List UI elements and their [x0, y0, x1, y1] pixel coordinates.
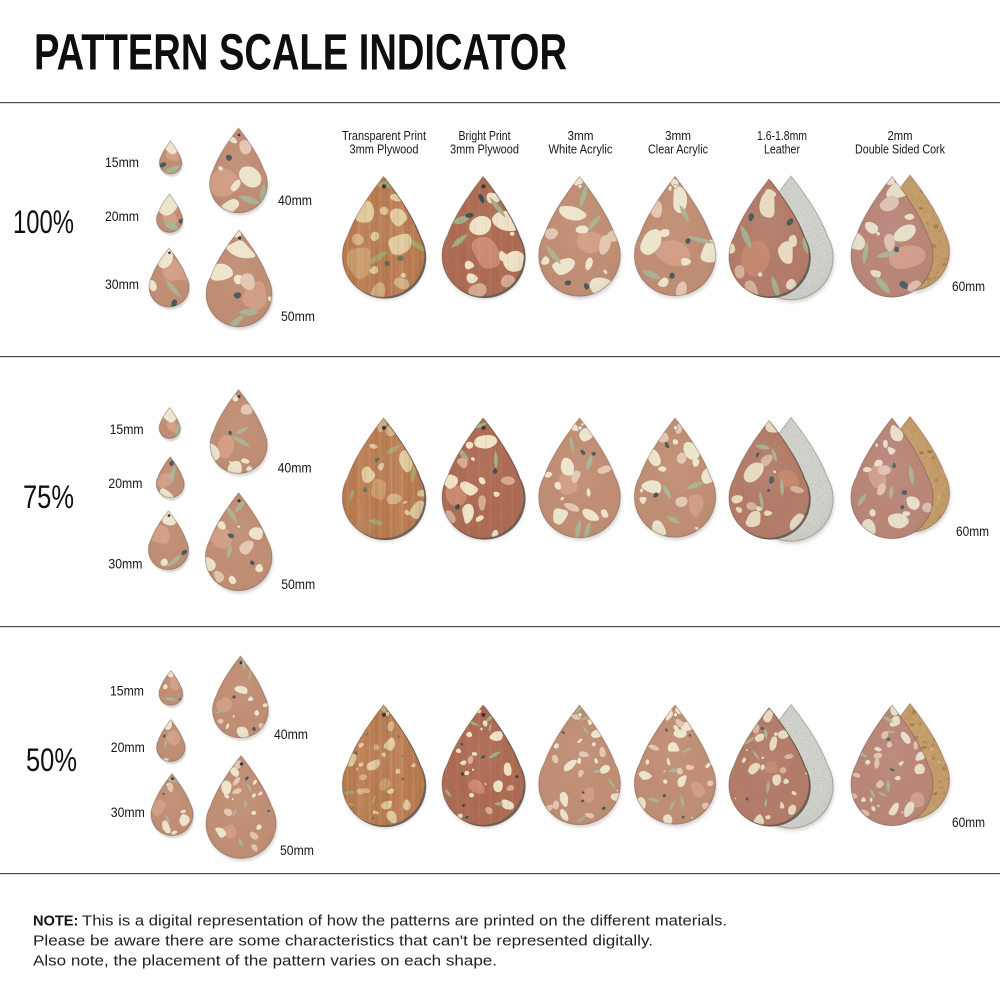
svg-text:3mm Plywood: 3mm Plywood [350, 142, 419, 157]
svg-text:PATTERN SCALE INDICATOR: PATTERN SCALE INDICATOR [34, 24, 567, 81]
svg-text:NOTE:: NOTE: [33, 914, 78, 930]
svg-text:75%: 75% [23, 479, 74, 515]
svg-text:15mm: 15mm [110, 421, 144, 437]
svg-text:Leather: Leather [764, 142, 800, 157]
svg-text:3mm: 3mm [665, 128, 691, 143]
svg-text:40mm: 40mm [278, 192, 312, 208]
svg-text:Double Sided Cork: Double Sided Cork [855, 142, 945, 157]
svg-text:20mm: 20mm [105, 208, 139, 224]
svg-text:2mm: 2mm [888, 128, 913, 143]
svg-text:Also note, the placement of th: Also note, the placement of the pattern … [33, 954, 497, 970]
svg-text:60mm: 60mm [952, 279, 985, 294]
svg-text:White Acrylic: White Acrylic [549, 142, 613, 157]
svg-text:1.6-1.8mm: 1.6-1.8mm [757, 128, 807, 143]
svg-text:40mm: 40mm [274, 726, 308, 742]
svg-text:60mm: 60mm [956, 524, 989, 539]
svg-text:50mm: 50mm [281, 308, 315, 324]
svg-text:50mm: 50mm [280, 842, 314, 858]
svg-text:Transparent Print: Transparent Print [342, 128, 426, 143]
svg-text:3mm Plywood: 3mm Plywood [450, 142, 519, 157]
svg-text:100%: 100% [13, 204, 74, 240]
svg-text:Bright Print: Bright Print [459, 128, 511, 143]
svg-text:15mm: 15mm [110, 683, 144, 699]
svg-text:Clear Acrylic: Clear Acrylic [648, 142, 708, 157]
svg-text:15mm: 15mm [105, 154, 139, 170]
svg-text:50mm: 50mm [281, 576, 315, 592]
svg-text:50%: 50% [26, 742, 77, 778]
svg-text:3mm: 3mm [568, 128, 594, 143]
svg-text:60mm: 60mm [952, 815, 985, 830]
svg-text:40mm: 40mm [278, 459, 312, 475]
svg-text:20mm: 20mm [111, 739, 145, 755]
svg-text:30mm: 30mm [108, 555, 142, 571]
svg-text:30mm: 30mm [111, 804, 145, 820]
svg-text:Please be aware there are some: Please be aware there are some character… [33, 934, 653, 950]
svg-text:This is a digital representati: This is a digital representation of how … [82, 914, 727, 930]
svg-text:30mm: 30mm [105, 276, 139, 292]
svg-text:20mm: 20mm [108, 475, 142, 491]
